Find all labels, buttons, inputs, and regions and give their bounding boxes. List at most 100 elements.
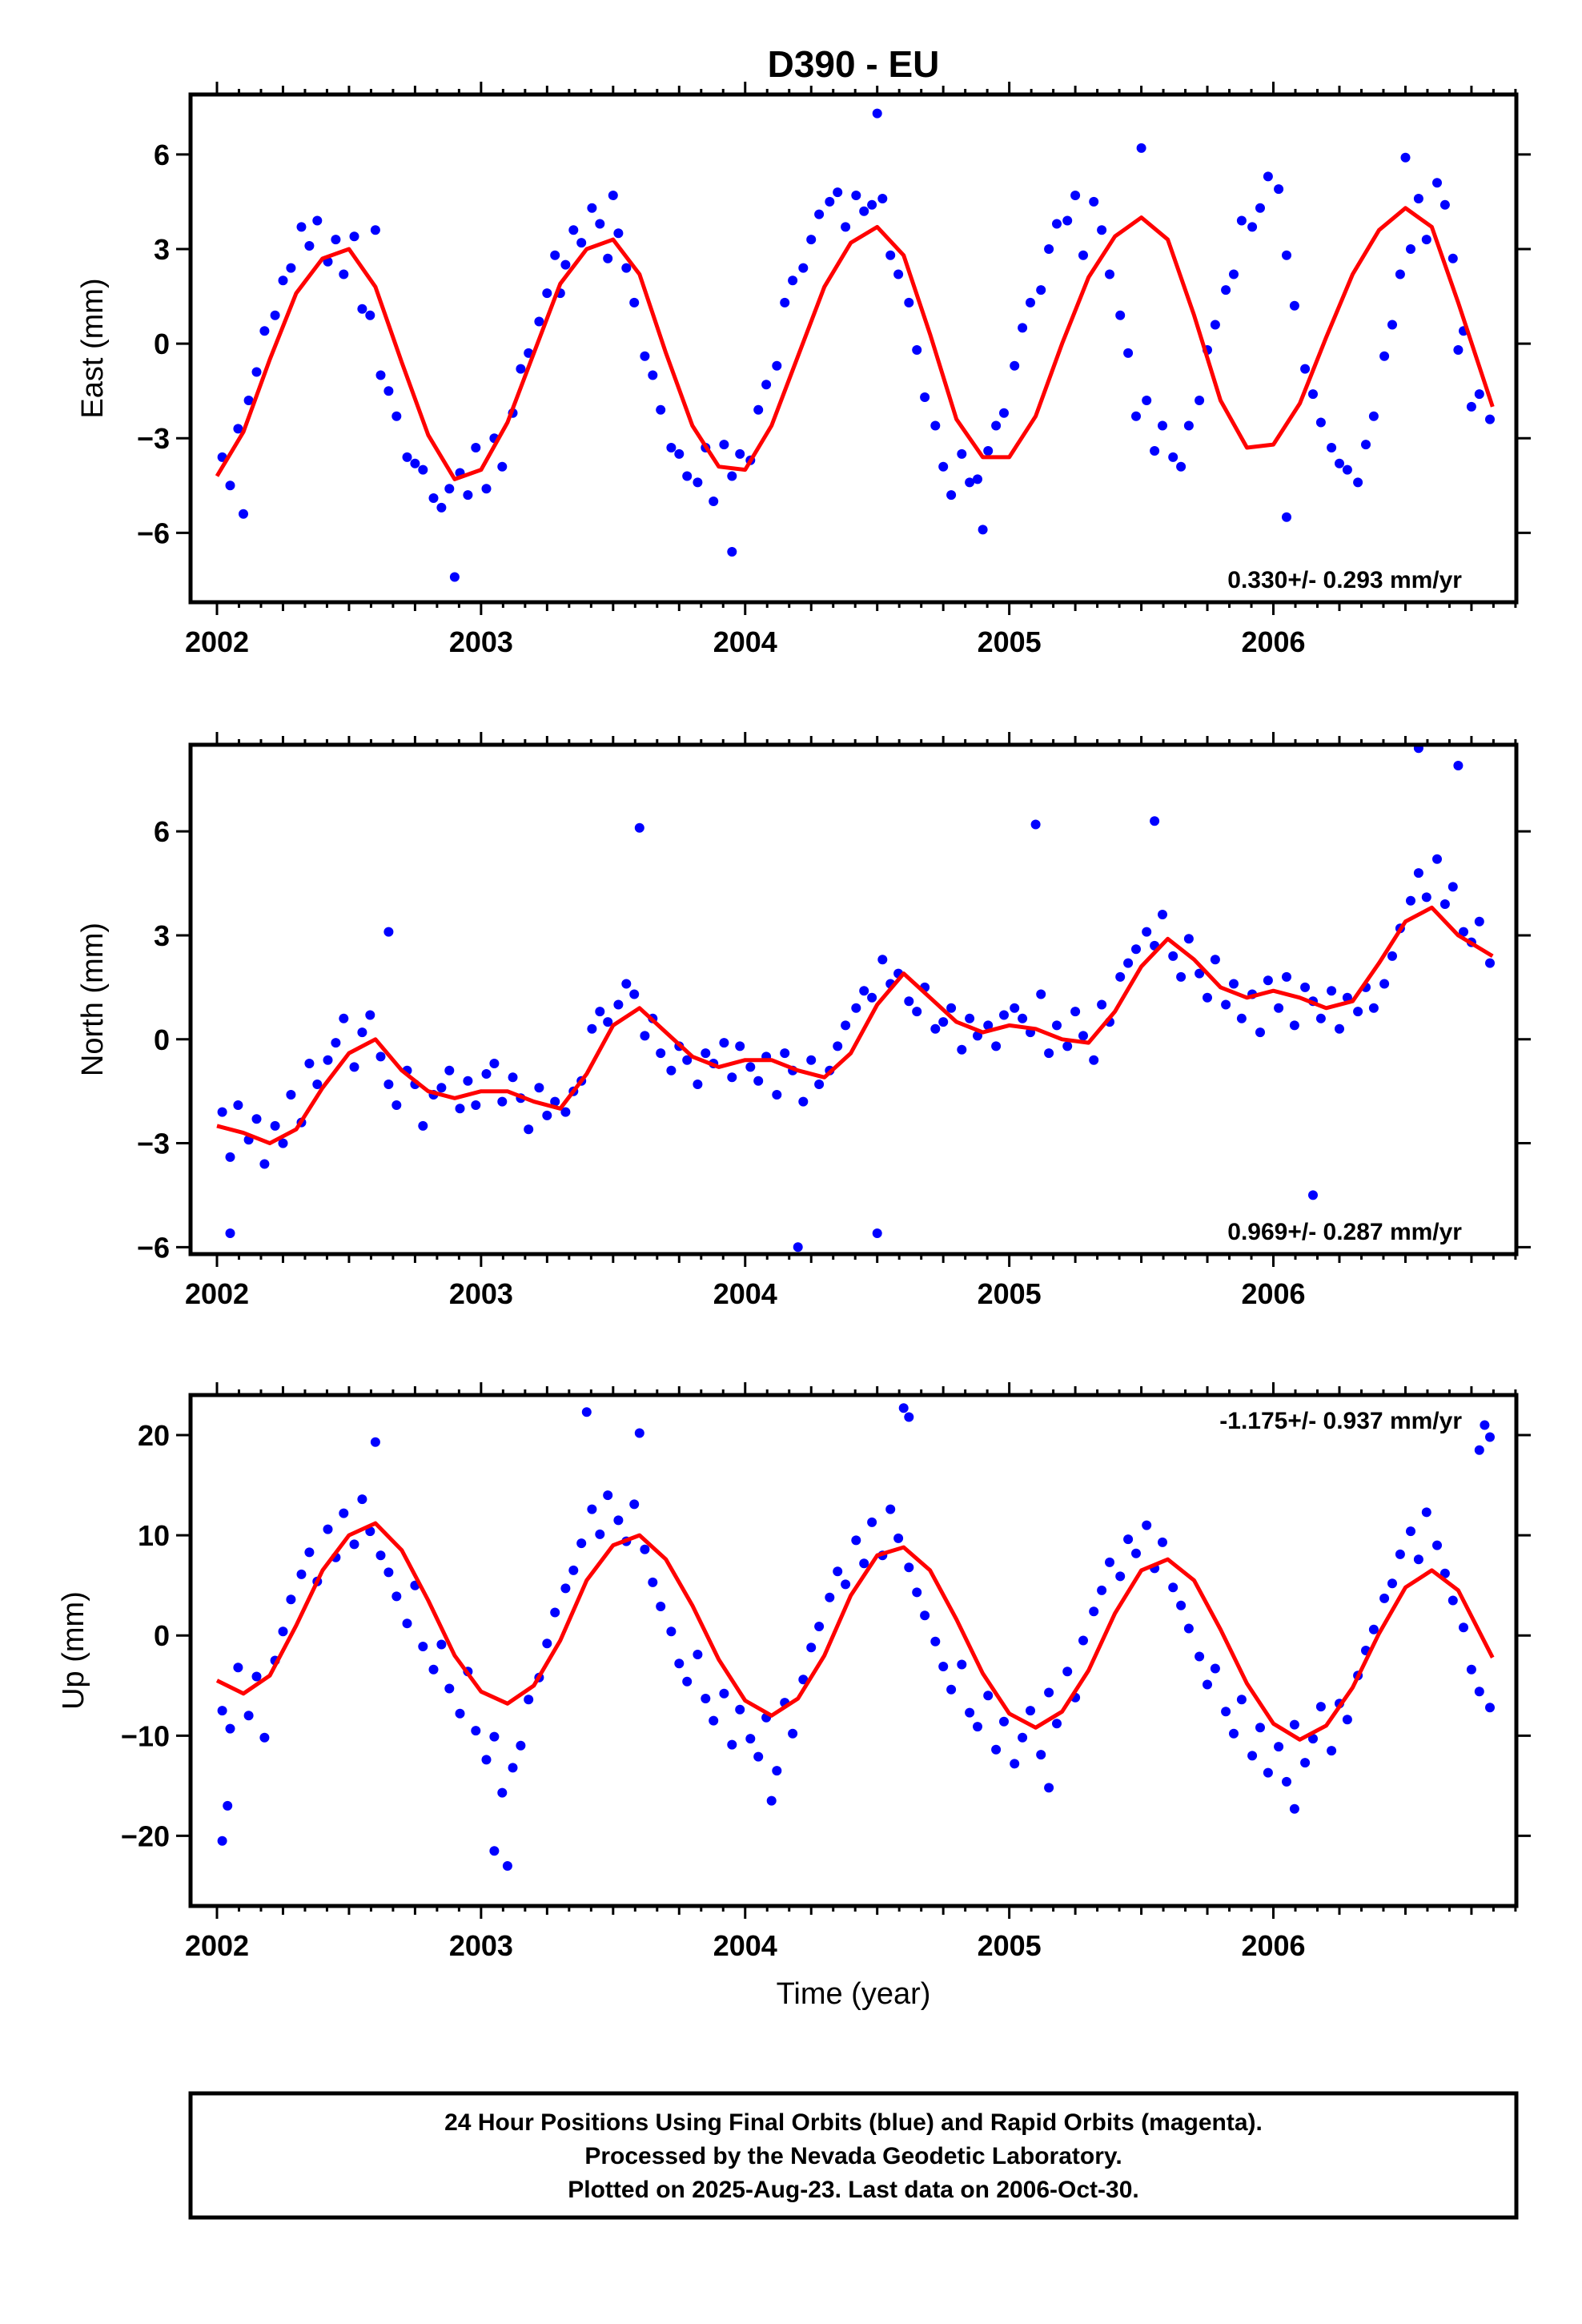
north-data-point	[436, 1083, 447, 1093]
east-data-point	[1176, 461, 1186, 472]
north-data-point	[1236, 1013, 1247, 1023]
east-data-point	[674, 448, 685, 459]
east-data-point	[375, 370, 386, 380]
east-data-point	[1361, 440, 1371, 450]
north-plot-frame	[188, 742, 1519, 1256]
east-data-point	[666, 443, 677, 452]
east-data-point	[772, 360, 782, 371]
north-data-point	[225, 1152, 235, 1162]
north-data-point	[682, 1055, 693, 1065]
east-y-tick-label: 3	[154, 233, 170, 266]
up-data-point	[1229, 1728, 1239, 1739]
north-data-point	[1274, 1003, 1284, 1013]
north-data-point	[798, 1096, 809, 1107]
up-data-point	[471, 1726, 481, 1736]
up-data-point	[1289, 1803, 1299, 1814]
east-data-point	[1327, 443, 1337, 452]
up-data-point	[1327, 1746, 1337, 1756]
north-data-point	[418, 1120, 428, 1131]
up-data-point	[1395, 1549, 1405, 1559]
east-x-tick-label: 2006	[1241, 625, 1305, 658]
north-data-point	[1195, 968, 1205, 979]
east-data-point	[339, 269, 349, 279]
east-data-point	[595, 219, 605, 229]
north-data-point	[904, 996, 914, 1007]
up-data-point	[391, 1591, 402, 1602]
up-data-point	[339, 1508, 349, 1518]
east-x-tick-label: 2004	[713, 625, 777, 658]
east-data-point	[516, 364, 526, 374]
north-data-point	[1308, 1190, 1318, 1200]
north-y-axis-label: North (mm)	[76, 923, 110, 1076]
east-model-line	[215, 206, 1495, 481]
east-data-point	[1447, 253, 1458, 263]
east-data-point	[851, 191, 861, 200]
east-data-point	[1131, 411, 1141, 421]
east-data-point	[841, 222, 851, 232]
up-data-point	[1097, 1585, 1107, 1595]
figure-title: D390 - EU	[768, 43, 940, 85]
north-data-point	[912, 1007, 922, 1017]
north-panel: 2002 2003 2004 2005 2006 −6 −3 0 3 6 North (mm) 0.9…	[76, 732, 1531, 1310]
up-data-point	[1413, 1554, 1423, 1565]
up-data-point	[1115, 1571, 1126, 1582]
east-data-point	[1221, 285, 1231, 296]
up-data-point	[576, 1538, 587, 1549]
north-data-point	[1289, 1020, 1299, 1031]
north-data-point	[481, 1069, 492, 1079]
east-data-point	[370, 225, 380, 235]
east-data-point	[1406, 244, 1415, 254]
north-data-point	[1150, 816, 1160, 826]
east-data-point	[534, 316, 544, 327]
east-data-point	[1158, 420, 1167, 431]
east-data-point	[727, 471, 737, 481]
up-data-point	[1274, 1742, 1284, 1752]
north-rate-label: 0.969+/- 0.287 mm/yr	[1227, 1219, 1462, 1245]
up-data-point	[745, 1734, 756, 1744]
east-data-point	[999, 408, 1009, 418]
north-data-point	[225, 1228, 235, 1238]
east-data-point	[471, 443, 481, 452]
up-data-point	[1210, 1663, 1220, 1674]
north-data-point	[965, 1013, 975, 1023]
north-data-point	[489, 1059, 500, 1068]
east-data-point	[965, 477, 975, 488]
up-data-point	[719, 1688, 729, 1699]
up-data-point	[489, 1846, 500, 1856]
north-data-point	[1044, 1048, 1054, 1059]
up-data-point	[727, 1739, 737, 1750]
up-data-point	[349, 1539, 359, 1550]
north-data-point	[1315, 1013, 1326, 1023]
up-data-point	[304, 1547, 315, 1558]
north-data-point	[1368, 1003, 1379, 1013]
up-data-point	[225, 1723, 235, 1734]
north-data-point	[793, 1242, 803, 1252]
north-data-point	[1123, 958, 1134, 968]
east-data-point	[912, 345, 922, 355]
up-data-point	[965, 1707, 975, 1718]
east-data-point	[1229, 269, 1239, 279]
east-data-point	[1210, 320, 1220, 330]
east-data-point	[682, 471, 693, 481]
north-data-point	[1210, 955, 1220, 965]
east-data-point	[798, 263, 809, 273]
up-data-point	[428, 1664, 439, 1675]
east-data-point	[991, 420, 1002, 431]
east-data-point	[1353, 477, 1363, 488]
north-data-point	[1030, 819, 1041, 830]
north-data-point	[1300, 982, 1311, 992]
east-data-point	[357, 304, 367, 314]
east-plot-frame	[188, 92, 1519, 605]
up-data-point	[1485, 1703, 1495, 1713]
east-data-point	[1018, 323, 1028, 333]
east-data-point	[410, 458, 420, 468]
up-data-point	[233, 1663, 243, 1673]
east-data-point	[1052, 219, 1062, 229]
north-data-point	[693, 1080, 703, 1089]
up-data-point	[656, 1602, 666, 1611]
north-y-tick-label: 6	[154, 815, 170, 848]
east-data-point	[867, 199, 877, 210]
up-data-point	[444, 1683, 455, 1694]
up-data-point	[1018, 1732, 1028, 1743]
east-data-point	[946, 490, 957, 501]
